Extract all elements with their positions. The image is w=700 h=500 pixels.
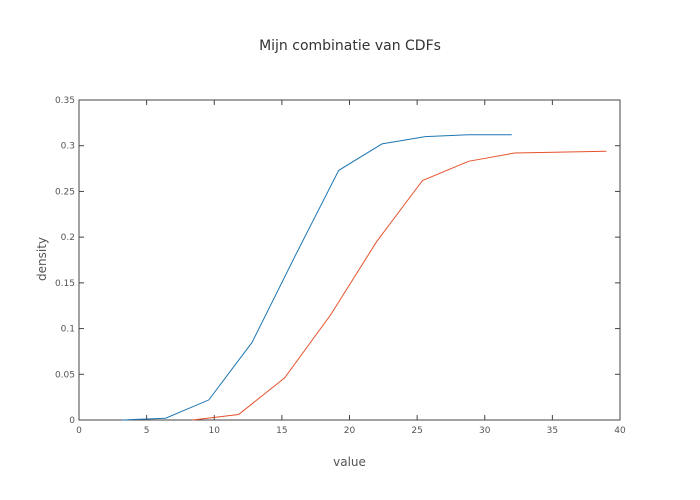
y-tick-label: 0.15 — [55, 279, 75, 289]
x-tick-label: 35 — [547, 426, 558, 436]
y-tick-label: 0 — [69, 416, 75, 426]
chart-title: Mijn combinatie van CDFs — [259, 38, 441, 54]
y-tick-label: 0.3 — [61, 142, 75, 152]
x-tick-label: 30 — [479, 426, 491, 436]
y-tick-label: 0.1 — [61, 325, 75, 335]
x-tick-label: 0 — [76, 426, 82, 436]
x-tick-label: 20 — [344, 426, 356, 436]
y-tick-label: 0.35 — [55, 96, 75, 106]
x-tick-label: 40 — [614, 426, 626, 436]
plot-frame — [78, 99, 621, 421]
y-axis-label: density — [35, 237, 49, 281]
series-line-2 — [192, 150, 607, 421]
series-line-1 — [122, 134, 512, 421]
x-tick-label: 15 — [276, 426, 287, 436]
y-tick-label: 0.05 — [55, 370, 75, 380]
x-tick-label: 5 — [144, 426, 150, 436]
y-tick-label: 0.2 — [61, 233, 75, 243]
x-axis-label: value — [333, 455, 366, 469]
y-tick-label: 0.25 — [55, 187, 75, 197]
x-tick-label: 10 — [209, 426, 221, 436]
plot-area: 0 5 10 15 20 25 30 35 40 0 0.05 0.1 0.15 0.2 0.25 0.3 0.… — [55, 96, 626, 436]
x-tick-label: 25 — [411, 426, 422, 436]
